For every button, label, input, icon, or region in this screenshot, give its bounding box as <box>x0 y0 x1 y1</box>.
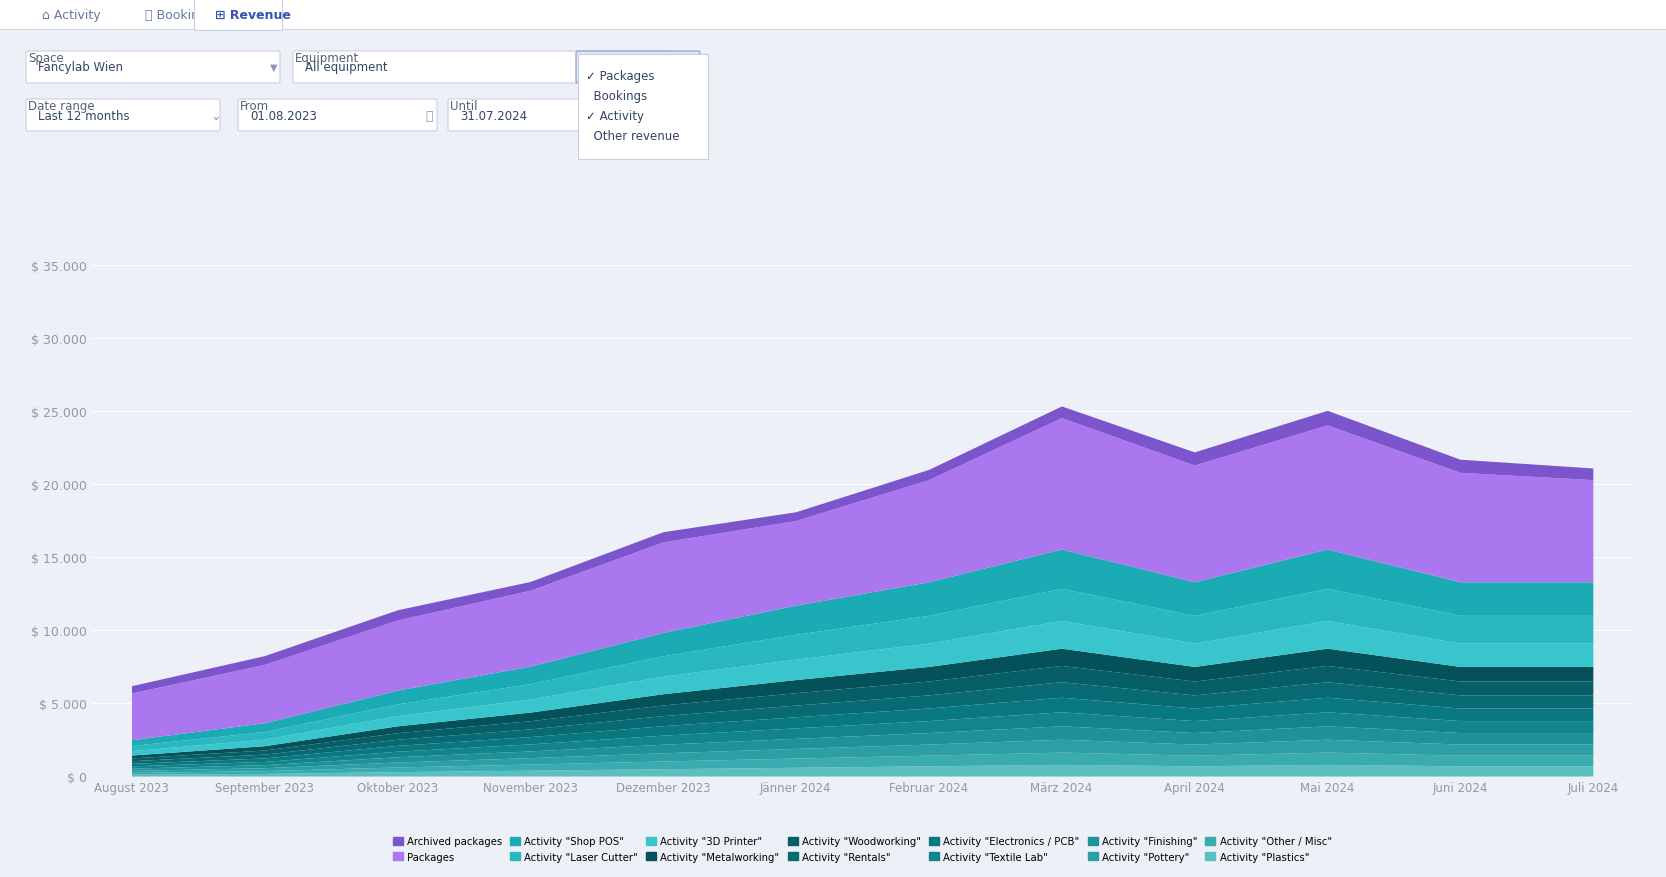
FancyBboxPatch shape <box>293 52 666 84</box>
Text: Date range: Date range <box>28 100 95 113</box>
Text: ⌄: ⌄ <box>210 110 220 123</box>
Text: ✓ Activity: ✓ Activity <box>586 110 645 123</box>
Text: Other revenue: Other revenue <box>586 130 680 143</box>
Text: 2 categories  ▾: 2 categories ▾ <box>588 63 670 73</box>
Text: ✓ Packages: ✓ Packages <box>586 70 655 83</box>
Text: Space: Space <box>28 52 63 65</box>
Text: 📅: 📅 <box>635 110 643 123</box>
Text: Until: Until <box>450 100 478 113</box>
Text: Equipment: Equipment <box>295 52 360 65</box>
Text: 31.07.2024: 31.07.2024 <box>460 110 526 123</box>
Text: ▼: ▼ <box>270 63 278 73</box>
Text: ⌂ Activity: ⌂ Activity <box>42 9 100 21</box>
Text: Fancylab Wien: Fancylab Wien <box>38 61 123 75</box>
Text: Last 12 months: Last 12 months <box>38 110 130 123</box>
Legend: Archived packages, Packages, Activity "Shop POS", Activity "Laser Cutter", Activ: Archived packages, Packages, Activity "S… <box>388 832 1336 866</box>
Text: 📅: 📅 <box>425 110 433 123</box>
Text: 📅 Bookings: 📅 Bookings <box>145 9 213 21</box>
Text: Bookings: Bookings <box>586 90 648 103</box>
Text: All equipment: All equipment <box>305 61 388 75</box>
Text: From: From <box>240 100 270 113</box>
Bar <box>0 0 1666 30</box>
FancyBboxPatch shape <box>193 0 282 31</box>
FancyBboxPatch shape <box>448 100 646 132</box>
Text: ⊞ Revenue: ⊞ Revenue <box>215 9 292 21</box>
FancyBboxPatch shape <box>238 100 436 132</box>
FancyBboxPatch shape <box>27 52 280 84</box>
Text: ▼: ▼ <box>656 63 665 73</box>
Text: 01.08.2023: 01.08.2023 <box>250 110 317 123</box>
FancyBboxPatch shape <box>576 52 700 84</box>
FancyBboxPatch shape <box>27 100 220 132</box>
FancyBboxPatch shape <box>578 55 708 160</box>
